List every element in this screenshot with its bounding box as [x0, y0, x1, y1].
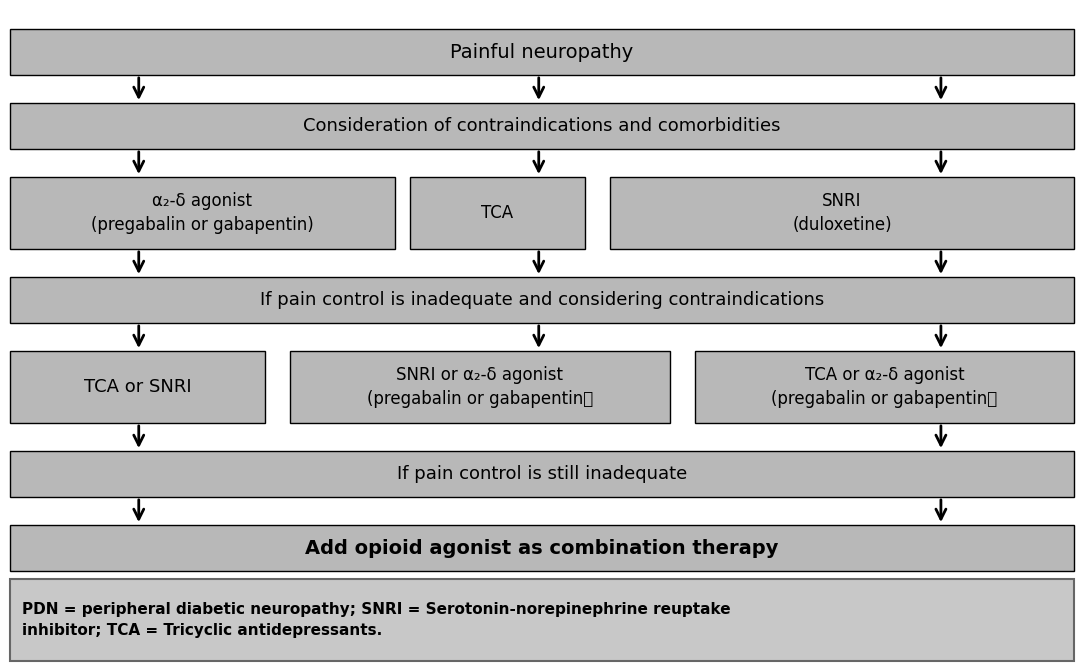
Text: α₂-δ agonist
(pregabalin or gabapentin): α₂-δ agonist (pregabalin or gabapentin): [91, 192, 314, 233]
Text: Painful neuropathy: Painful neuropathy: [450, 43, 634, 62]
Bar: [10, 103, 1074, 149]
Text: TCA or SNRI: TCA or SNRI: [83, 378, 191, 396]
Bar: [10, 451, 1074, 497]
Bar: [10, 351, 264, 423]
Text: Add opioid agonist as combination therapy: Add opioid agonist as combination therap…: [306, 539, 778, 557]
Text: TCA or α₂-δ agonist
(pregabalin or gabapentin）: TCA or α₂-δ agonist (pregabalin or gabap…: [772, 366, 997, 408]
Bar: [291, 351, 670, 423]
Bar: [10, 277, 1074, 323]
Text: SNRI
(duloxetine): SNRI (duloxetine): [792, 192, 892, 233]
Text: Consideration of contraindications and comorbidities: Consideration of contraindications and c…: [304, 117, 780, 135]
Text: PDN = peripheral diabetic neuropathy; SNRI = Serotonin-norepinephrine reuptake
i: PDN = peripheral diabetic neuropathy; SN…: [22, 602, 731, 638]
Text: If pain control is still inadequate: If pain control is still inadequate: [397, 465, 687, 483]
Bar: [10, 579, 1074, 661]
Bar: [410, 177, 585, 249]
Bar: [10, 29, 1074, 75]
Bar: [610, 177, 1074, 249]
Bar: [10, 177, 395, 249]
Text: TCA: TCA: [481, 204, 514, 222]
Bar: [695, 351, 1074, 423]
Text: SNRI or α₂-δ agonist
(pregabalin or gabapentin）: SNRI or α₂-δ agonist (pregabalin or gaba…: [366, 366, 593, 408]
Text: If pain control is inadequate and considering contraindications: If pain control is inadequate and consid…: [260, 291, 824, 309]
Bar: [10, 525, 1074, 571]
